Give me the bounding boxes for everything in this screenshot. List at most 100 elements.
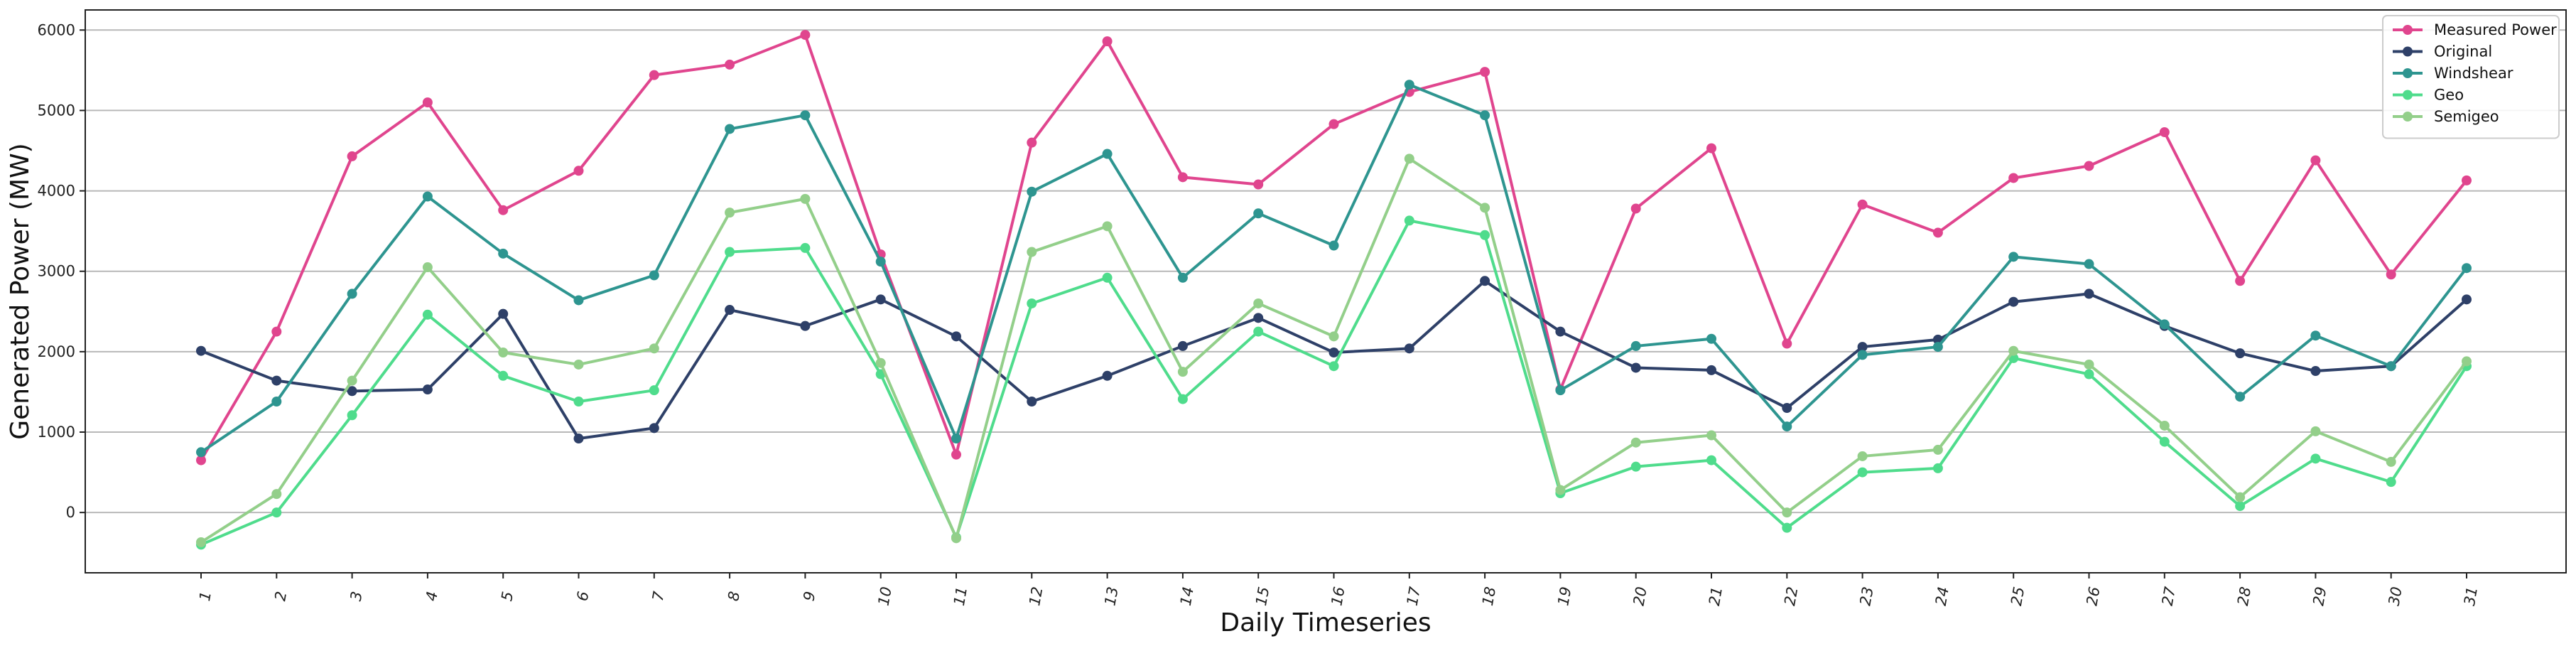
data-point-geo	[1253, 326, 1264, 337]
data-point-original	[2235, 348, 2246, 359]
data-point-geo	[1630, 461, 1641, 472]
data-point-windshear	[2462, 263, 2472, 274]
data-point-semigeo	[1857, 451, 1868, 461]
data-point-semigeo	[1932, 444, 1943, 455]
y-tick-label: 1000	[38, 424, 75, 441]
y-tick-label: 2000	[38, 343, 75, 360]
data-point-semigeo	[2462, 356, 2472, 367]
data-point-original	[422, 384, 433, 395]
data-point-original	[1555, 326, 1566, 337]
data-point-windshear	[271, 397, 282, 407]
data-point-original	[1328, 347, 1339, 357]
data-point-geo	[1404, 215, 1414, 226]
data-point-semigeo	[2159, 420, 2170, 431]
data-point-semigeo	[196, 537, 206, 548]
data-point-windshear	[1480, 110, 1490, 121]
data-point-original	[800, 321, 811, 331]
data-point-windshear	[1102, 149, 1113, 159]
data-point-geo	[573, 397, 584, 407]
data-point-measured-power	[1253, 179, 1264, 190]
data-point-measured-power	[1630, 203, 1641, 214]
data-point-measured-power	[1102, 36, 1113, 47]
data-point-windshear	[951, 434, 961, 444]
data-point-geo	[1328, 361, 1339, 372]
x-tick-label: 3	[347, 590, 366, 602]
data-point-semigeo	[1630, 437, 1641, 448]
data-point-semigeo	[875, 357, 886, 368]
data-point-original	[196, 345, 206, 356]
legend-marker-original	[2403, 46, 2413, 57]
data-point-measured-power	[1706, 143, 1716, 154]
data-point-windshear	[2084, 259, 2094, 269]
x-tick-label: 20	[1630, 586, 1650, 607]
data-point-measured-power	[1857, 199, 1868, 210]
data-point-geo	[1027, 298, 1037, 308]
data-point-measured-power	[1782, 338, 1792, 349]
data-point-semigeo	[1177, 367, 1188, 377]
data-point-semigeo	[1404, 154, 1414, 164]
data-point-original	[1782, 403, 1792, 414]
data-point-windshear	[2235, 392, 2246, 402]
y-tick-label: 6000	[38, 21, 75, 38]
y-axis-title: Generated Power (MW)	[6, 143, 35, 439]
data-point-original	[2008, 296, 2019, 307]
x-tick-label: 9	[800, 590, 818, 602]
series-layer	[196, 30, 2472, 550]
data-point-windshear	[1857, 350, 1868, 360]
data-point-semigeo	[1027, 247, 1037, 257]
legend-box	[2382, 15, 2560, 139]
data-point-geo	[1782, 522, 1792, 533]
x-tick-label: 14	[1177, 586, 1197, 607]
legend-marker-measured-power	[2403, 25, 2413, 35]
data-point-semigeo	[2235, 492, 2246, 502]
data-point-geo	[1932, 463, 1943, 473]
x-tick-label: 30	[2386, 586, 2405, 607]
x-tick-label: 13	[1101, 586, 1121, 607]
x-tick-label: 5	[498, 590, 516, 602]
x-tick-label: 11	[951, 586, 970, 607]
data-point-windshear	[1027, 186, 1037, 197]
data-point-semigeo	[1253, 298, 1264, 308]
x-tick-label: 31	[2461, 586, 2481, 607]
data-point-measured-power	[2084, 161, 2094, 171]
x-tick-label: 2	[271, 590, 290, 602]
x-tick-label: 18	[1479, 586, 1499, 607]
x-tick-label: 28	[2234, 586, 2254, 607]
data-point-original	[573, 434, 584, 444]
data-point-measured-power	[951, 449, 961, 460]
series-windshear	[196, 80, 2472, 458]
data-point-original	[1404, 343, 1414, 354]
data-point-geo	[2084, 369, 2094, 379]
x-tick-label: 24	[1932, 586, 1952, 607]
data-point-windshear	[1404, 80, 1414, 90]
data-point-original	[1857, 342, 1868, 352]
x-tick-label: 10	[875, 586, 895, 607]
data-point-semigeo	[2310, 426, 2321, 436]
data-point-geo	[2235, 501, 2246, 512]
data-point-geo	[725, 247, 735, 257]
x-tick-label: 6	[574, 590, 592, 602]
x-tick-label: 15	[1252, 586, 1272, 607]
data-point-semigeo	[1328, 331, 1339, 342]
data-point-windshear	[1177, 272, 1188, 283]
y-tick-label: 4000	[38, 183, 75, 200]
data-point-original	[2310, 366, 2321, 377]
legend-label: Geo	[2434, 87, 2464, 104]
data-point-semigeo	[1480, 203, 1490, 213]
data-point-windshear	[1782, 421, 1792, 432]
data-point-original	[498, 308, 509, 319]
data-point-windshear	[875, 257, 886, 267]
data-point-semigeo	[347, 375, 357, 386]
data-point-semigeo	[1555, 485, 1566, 495]
x-tick-label: 25	[2008, 586, 2028, 607]
data-point-geo	[1857, 467, 1868, 478]
x-tick-label: 7	[649, 590, 668, 603]
data-point-original	[1480, 276, 1490, 286]
data-point-original	[1102, 370, 1113, 381]
data-point-original	[725, 305, 735, 316]
data-point-measured-power	[1027, 137, 1037, 148]
data-point-measured-power	[498, 205, 509, 215]
data-point-measured-power	[2235, 276, 2246, 286]
